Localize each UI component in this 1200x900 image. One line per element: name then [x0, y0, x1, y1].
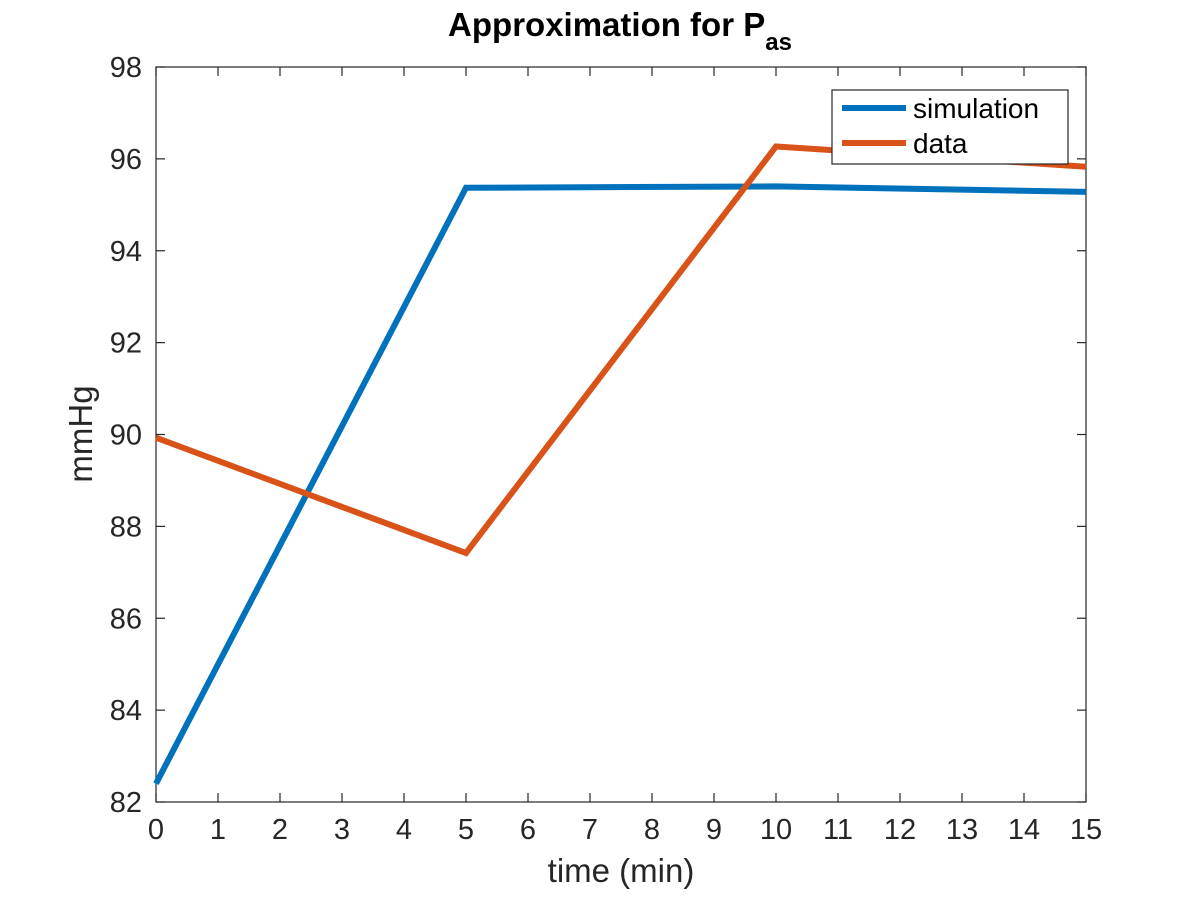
legend-label-data: data: [913, 128, 968, 159]
x-tick-label-14: 14: [1008, 814, 1040, 846]
x-axis-label: time (min): [548, 852, 695, 889]
y-tick-label-2: 86: [110, 603, 142, 635]
x-tick-label-8: 8: [644, 814, 660, 846]
x-tick-label-6: 6: [520, 814, 536, 846]
y-tick-label-1: 84: [110, 695, 142, 727]
x-tick-label-11: 11: [823, 814, 853, 846]
x-tick-label-12: 12: [884, 814, 916, 846]
x-tick-label-2: 2: [272, 814, 288, 846]
y-tick-label-7: 96: [110, 144, 142, 176]
chart-title: Approximation for Pas: [448, 6, 792, 56]
x-tick-label-5: 5: [458, 814, 474, 846]
y-tick-label-0: 82: [110, 787, 142, 819]
x-axis-ticks: 0 1 2 3 4 5 6 7 8 9 10 11 12 13 14 15: [148, 67, 1102, 846]
legend-box: [831, 89, 1069, 165]
y-axis-ticks: 82 84 86 88 90 92 94 96 98: [110, 52, 1086, 819]
chart-title-subscript: as: [765, 29, 792, 56]
x-tick-label-0: 0: [148, 814, 164, 846]
x-tick-label-9: 9: [706, 814, 722, 846]
x-tick-label-3: 3: [334, 814, 350, 846]
y-tick-label-5: 92: [110, 328, 142, 360]
x-tick-label-1: 1: [210, 814, 226, 846]
chart-title-main: Approximation for P: [448, 6, 765, 43]
legend: simulation data: [831, 89, 1069, 165]
series-line-simulation: [153, 183, 1087, 785]
x-tick-label-13: 13: [946, 814, 978, 846]
y-tick-label-8: 98: [110, 52, 142, 84]
y-axis-label: mmHg: [62, 385, 99, 482]
y-tick-label-3: 88: [110, 511, 142, 543]
x-tick-label-7: 7: [582, 814, 598, 846]
x-tick-label-15: 15: [1070, 814, 1102, 846]
x-tick-label-10: 10: [760, 814, 792, 846]
y-tick-label-6: 94: [110, 236, 142, 268]
legend-label-simulation: simulation: [913, 93, 1039, 124]
x-tick-label-4: 4: [396, 814, 412, 846]
y-tick-label-4: 90: [110, 420, 142, 452]
